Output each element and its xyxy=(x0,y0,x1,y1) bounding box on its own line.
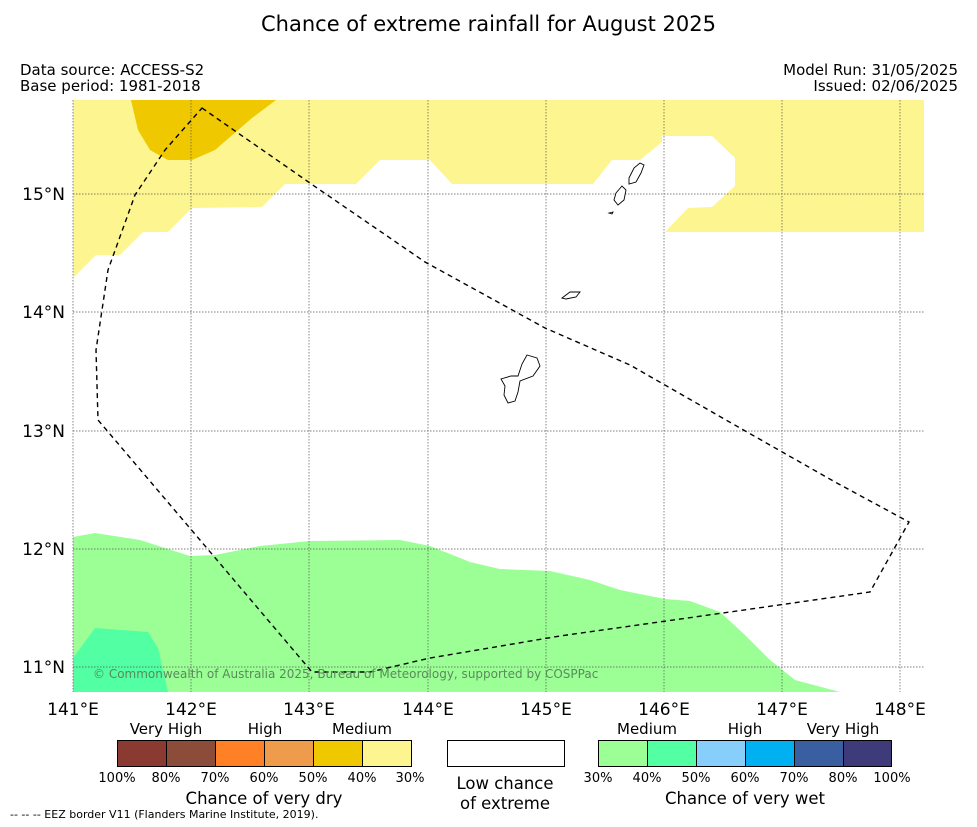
wet-cat-medium: Medium xyxy=(617,720,677,738)
map-title: Chance of extreme rainfall for August 20… xyxy=(261,12,716,36)
lon-label-147e: 147°E xyxy=(756,700,808,720)
saipan-island xyxy=(628,162,645,185)
medium-dry-region xyxy=(73,100,924,278)
lat-label-15n: 15°N xyxy=(22,185,65,205)
low-chance-swatch xyxy=(447,740,565,767)
lat-label-11n: 11°N xyxy=(22,658,65,678)
issued-date: Issued: 02/06/2025 xyxy=(813,77,958,95)
wet-tick-80: 80% xyxy=(828,771,858,786)
wet-tick-70: 70% xyxy=(779,771,809,786)
map: 15°N 14°N 13°N 12°N 11°N 141°E 142°E 143… xyxy=(22,100,926,720)
medium-wet-region xyxy=(73,533,840,692)
wet-tick-50: 50% xyxy=(681,771,711,786)
wet-tick-100: 100% xyxy=(873,771,911,786)
eez-border xyxy=(95,107,910,673)
lat-label-12n: 12°N xyxy=(22,540,65,560)
lon-label-146e: 146°E xyxy=(638,700,690,720)
lat-labels: 15°N 14°N 13°N 12°N 11°N xyxy=(22,185,65,678)
wet-legend-title: Chance of very wet xyxy=(665,789,825,808)
islands xyxy=(500,162,645,404)
wet-swatch-4 xyxy=(745,740,795,767)
dry-tick-100: 100% xyxy=(98,771,136,786)
lon-label-141e: 141°E xyxy=(47,700,99,720)
dry-swatch-2 xyxy=(166,740,216,767)
dry-tick-40: 40% xyxy=(347,771,377,786)
base-period: Base period: 1981-2018 xyxy=(20,77,201,95)
wet-tick-60: 60% xyxy=(730,771,760,786)
high-wet-region xyxy=(73,628,168,692)
high-dry-region xyxy=(131,100,276,160)
wet-swatch-1 xyxy=(598,740,648,767)
wet-tick-30: 30% xyxy=(583,771,613,786)
wet-swatch-5 xyxy=(794,740,844,767)
lon-label-148e: 148°E xyxy=(874,700,926,720)
wet-swatch-6 xyxy=(843,740,892,767)
wet-tick-40: 40% xyxy=(632,771,662,786)
dry-cat-medium: Medium xyxy=(332,720,392,738)
model-run: Model Run: 31/05/2025 xyxy=(783,61,958,79)
guam-island xyxy=(500,354,541,404)
rainfall-fields xyxy=(73,100,924,692)
dry-tick-60: 60% xyxy=(249,771,279,786)
tinian-island xyxy=(613,185,627,206)
wet-cat-high: High xyxy=(727,720,763,738)
dry-swatch-1 xyxy=(117,740,167,767)
data-source: Data source: ACCESS-S2 xyxy=(20,61,205,79)
dry-tick-50: 50% xyxy=(298,771,328,786)
eez-footnote: -- -- -- EEZ border V11 (Flanders Marine… xyxy=(10,808,319,821)
low-chance-label: Low chance of extreme xyxy=(430,774,580,814)
lon-label-144e: 144°E xyxy=(402,700,454,720)
low-chance-line2: of extreme xyxy=(459,794,551,813)
aguijan-island xyxy=(607,211,614,215)
lat-label-13n: 13°N xyxy=(22,422,65,442)
dry-cat-high: High xyxy=(247,720,283,738)
dry-swatch-5 xyxy=(313,740,363,767)
copyright-notice: © Commonwealth of Australia 2025, Bureau… xyxy=(93,667,599,681)
dry-tick-30: 30% xyxy=(395,771,425,786)
dry-swatch-6 xyxy=(362,740,412,767)
wet-swatch-2 xyxy=(647,740,697,767)
meta-right: Model Run: 31/05/2025 Issued: 02/06/2025 xyxy=(783,62,958,94)
lon-label-142e: 142°E xyxy=(165,700,217,720)
lat-label-14n: 14°N xyxy=(22,303,65,323)
meta-left: Data source: ACCESS-S2 Base period: 1981… xyxy=(20,62,204,94)
dry-swatch-3 xyxy=(215,740,265,767)
lon-labels: 141°E 142°E 143°E 144°E 145°E 146°E 147°… xyxy=(47,700,926,720)
dry-swatch-4 xyxy=(264,740,314,767)
low-chance-line1: Low chance xyxy=(456,774,554,793)
lon-label-143e: 143°E xyxy=(283,700,335,720)
dry-cat-very-high: Very High xyxy=(129,720,203,738)
dry-legend-title: Chance of very dry xyxy=(185,789,343,808)
lon-label-145e: 145°E xyxy=(520,700,572,720)
dry-tick-70: 70% xyxy=(200,771,230,786)
wet-swatch-3 xyxy=(696,740,746,767)
dry-tick-80: 80% xyxy=(151,771,181,786)
wet-cat-very-high: Very High xyxy=(806,720,880,738)
rota-island xyxy=(560,291,581,300)
gridlines xyxy=(72,100,924,692)
